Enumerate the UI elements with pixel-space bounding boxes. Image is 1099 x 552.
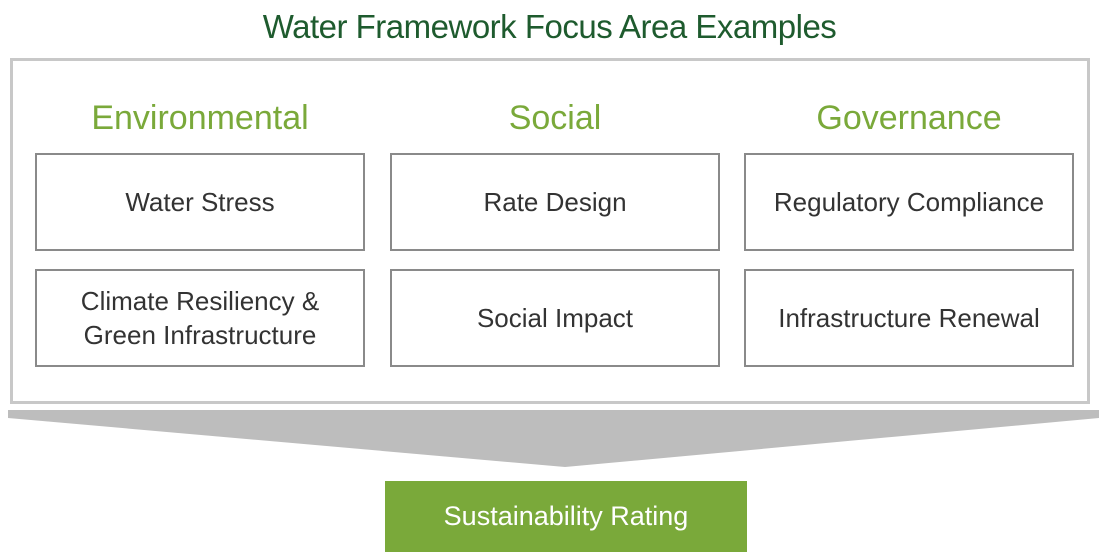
- funnel: [8, 410, 1099, 467]
- column-heading: Governance: [816, 99, 1002, 137]
- funnel-arrow: [8, 410, 1099, 467]
- focus-box: Infrastructure Renewal: [744, 269, 1074, 367]
- frame: [10, 58, 1090, 404]
- focus-box: Water Stress: [35, 153, 365, 251]
- focus-box: Climate Resiliency & Green Infrastructur…: [35, 269, 365, 367]
- column: Environmental Water Stress Climate Resilie…: [35, 95, 365, 385]
- result-box: Sustainability Rating: [385, 481, 747, 552]
- focus-box: Regulatory Compliance: [744, 153, 1074, 251]
- column: Social Rate Design Social Impact: [390, 95, 720, 385]
- column-heading: Environmental: [91, 99, 309, 137]
- focus-box: Social Impact: [390, 269, 720, 367]
- title: Water Framework Focus Area Examples: [262, 8, 837, 45]
- focus-box: Rate Design: [390, 153, 720, 251]
- column: Governance Regulatory Compliance Infrastru…: [744, 95, 1074, 385]
- column-heading: Social: [508, 99, 602, 137]
